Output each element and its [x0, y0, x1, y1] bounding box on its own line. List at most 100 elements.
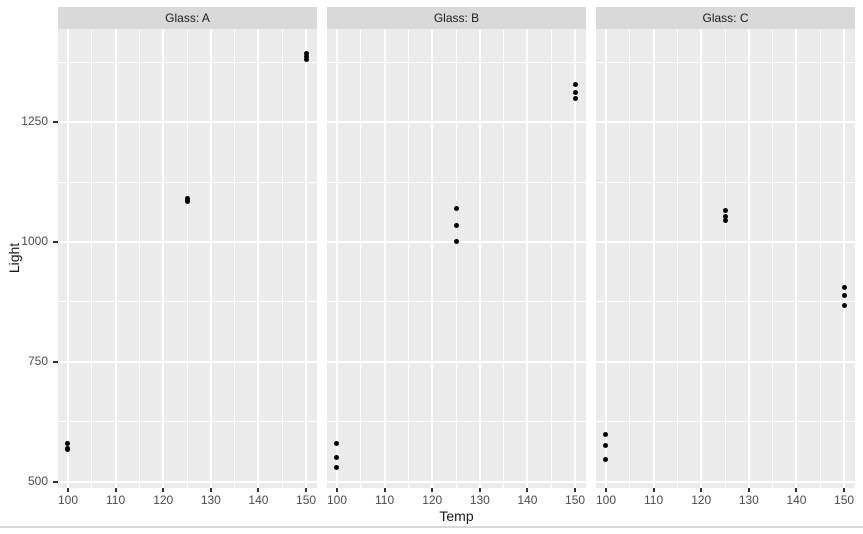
x-tick-label: 110 [106, 493, 126, 507]
gridline-major [596, 360, 855, 363]
pane-bottom-border [0, 526, 863, 528]
facet-panel [596, 29, 855, 488]
gridline-minor [407, 29, 409, 488]
data-point [572, 82, 578, 88]
facet-strip: Glass: C [596, 7, 855, 29]
gridline-minor [724, 29, 726, 488]
gridline-major [574, 29, 577, 488]
gridline-major [596, 121, 855, 124]
gridline-major [209, 29, 212, 488]
x-tick-label: 150 [296, 493, 317, 507]
x-tick-mark [478, 488, 481, 492]
y-tick-mark [53, 360, 58, 363]
x-tick-label: 150 [565, 493, 586, 507]
x-tick-mark [335, 488, 338, 492]
gridline-major [58, 360, 317, 363]
x-tick-mark [747, 488, 750, 492]
data-point [65, 440, 71, 446]
data-point [334, 441, 340, 447]
y-tick-label: 1000 [21, 233, 48, 248]
x-tick-label: 130 [469, 493, 490, 507]
gridline-minor [234, 29, 236, 488]
gridline-minor [503, 29, 505, 488]
x-tick-label: 140 [786, 493, 807, 507]
x-tick-mark [305, 488, 308, 492]
x-tick-label: 120 [691, 493, 712, 507]
data-point [334, 455, 340, 461]
gridline-minor [629, 29, 631, 488]
facet-panel [58, 29, 317, 488]
x-tick-label: 130 [200, 493, 221, 507]
gridline-major [652, 29, 655, 488]
data-point [453, 222, 459, 228]
x-tick-mark [604, 488, 607, 492]
gridline-major [257, 29, 260, 488]
data-point [841, 292, 847, 298]
x-tick-mark [257, 488, 260, 492]
x-tick-mark [574, 488, 577, 492]
y-tick-mark [53, 480, 58, 483]
facet-strip: Glass: A [58, 7, 317, 29]
x-tick-label: 140 [248, 493, 269, 507]
gridline-major [58, 480, 317, 483]
y-tick-label: 500 [27, 473, 48, 488]
gridline-major [335, 29, 338, 488]
gridline-major [604, 29, 607, 488]
x-tick-label: 120 [153, 493, 174, 507]
x-axis-title: Temp [439, 508, 474, 524]
x-tick-mark [114, 488, 117, 492]
x-tick-mark [526, 488, 529, 492]
data-point [603, 431, 609, 437]
gridline-major [58, 121, 317, 124]
data-point [184, 198, 190, 204]
gridline-minor [772, 29, 774, 488]
gridline-major [383, 29, 386, 488]
x-tick-label: 140 [517, 493, 538, 507]
data-point [65, 445, 71, 451]
gridline-minor [327, 61, 586, 63]
data-point [303, 57, 309, 63]
x-tick-label: 110 [375, 493, 395, 507]
y-tick-mark [53, 121, 58, 124]
gridline-minor [327, 181, 586, 183]
gridline-major [66, 29, 69, 488]
x-tick-mark [383, 488, 386, 492]
x-tick-mark [652, 488, 655, 492]
gridline-minor [58, 181, 317, 183]
facet-strip-label: Glass: C [702, 11, 749, 25]
gridline-minor [58, 61, 317, 63]
gridline-major [596, 480, 855, 483]
data-point [722, 217, 728, 223]
gridline-major [843, 29, 846, 488]
gridline-minor [327, 301, 586, 303]
data-point [453, 239, 459, 245]
x-tick-mark [843, 488, 846, 492]
gridline-major [700, 29, 703, 488]
gridline-minor [550, 29, 552, 488]
gridline-minor [91, 29, 93, 488]
gridline-minor [281, 29, 283, 488]
facet-panel [327, 29, 586, 488]
facet-strip-label: Glass: A [165, 11, 210, 25]
facet-strip-label: Glass: B [433, 11, 480, 25]
data-point [453, 205, 459, 211]
x-tick-label: 100 [595, 493, 616, 507]
gridline-minor [819, 29, 821, 488]
gridline-major [162, 29, 165, 488]
gridline-minor [596, 421, 855, 423]
y-tick-label: 750 [27, 353, 48, 368]
gridline-major [114, 29, 117, 488]
gridline-major [431, 29, 434, 488]
gridline-major [327, 360, 586, 363]
x-tick-mark [209, 488, 212, 492]
data-point [303, 54, 309, 60]
data-point [334, 464, 340, 470]
data-point [303, 51, 309, 57]
y-tick-label: 1250 [21, 114, 48, 129]
gridline-minor [360, 29, 362, 488]
gridline-major [305, 29, 308, 488]
data-point [841, 303, 847, 309]
x-tick-mark [66, 488, 69, 492]
gridline-major [596, 240, 855, 243]
y-tick-mark [53, 240, 58, 243]
